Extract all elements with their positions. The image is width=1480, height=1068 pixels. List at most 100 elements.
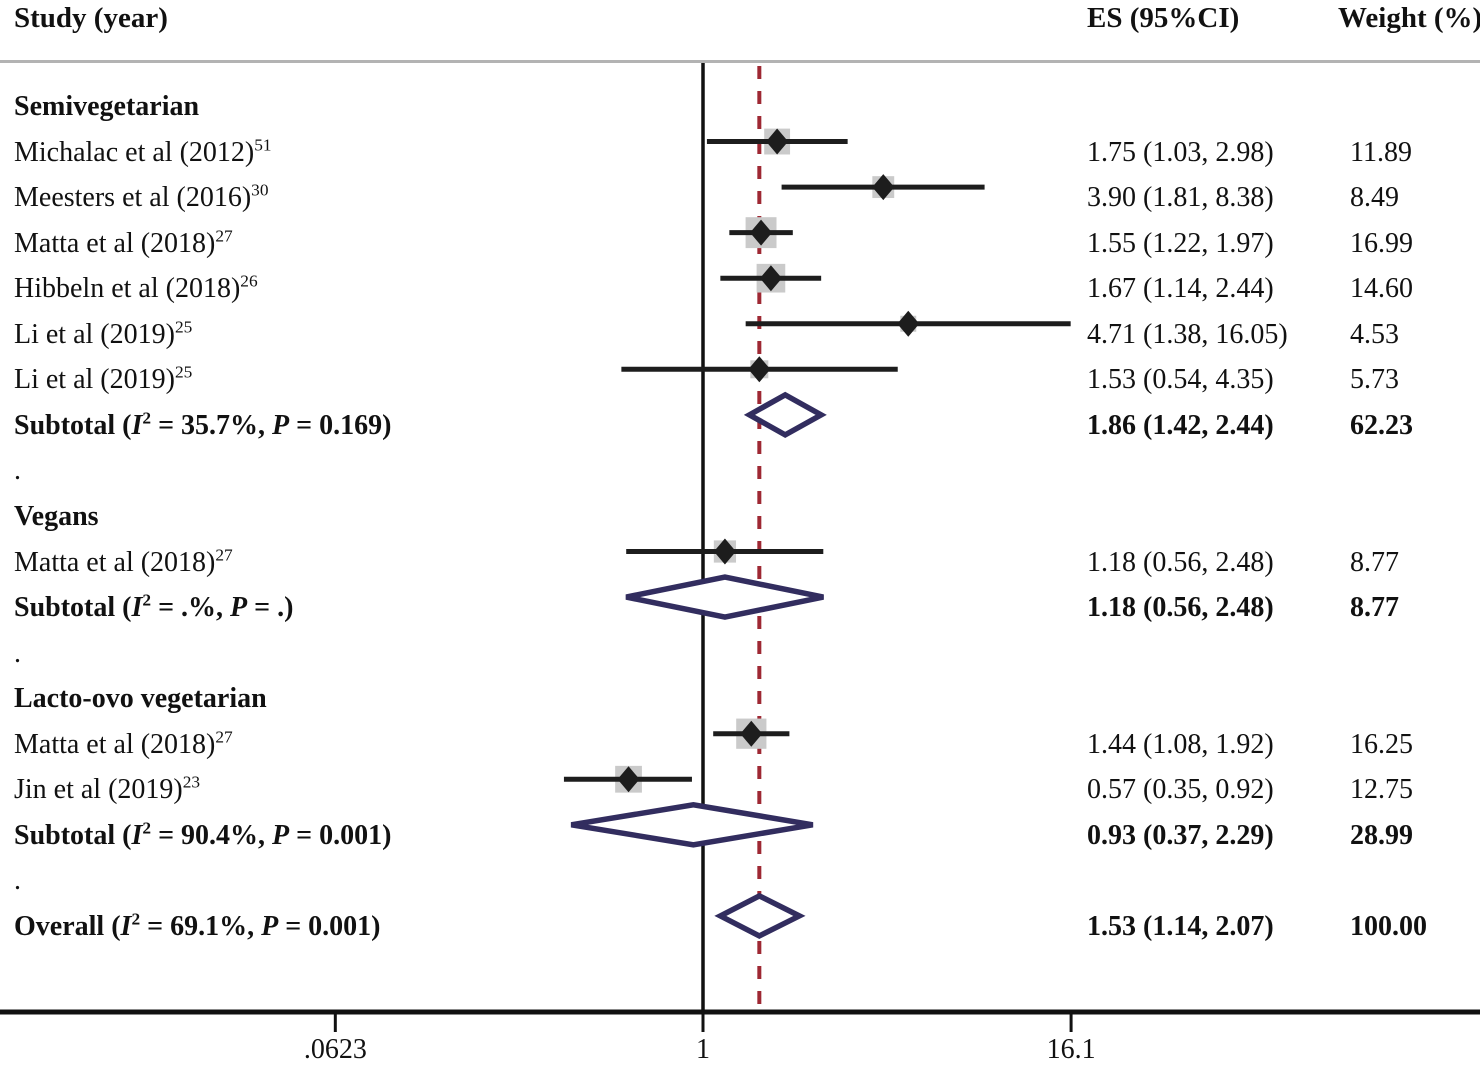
label-text: . bbox=[14, 865, 21, 897]
study-label: Li et al (2019)25 bbox=[14, 318, 192, 352]
point-marker bbox=[872, 174, 895, 201]
label-text: 100.00 bbox=[1350, 910, 1427, 942]
reference-superscript: 2 bbox=[142, 408, 152, 428]
study-es-value: 1.75 (1.03, 2.98) bbox=[1087, 136, 1274, 170]
label-text: Li et al (2019) bbox=[14, 364, 175, 396]
x-axis-tick-label: 1 bbox=[696, 1034, 710, 1065]
study-label: Matta et al (2018)27 bbox=[14, 227, 233, 261]
overall-weight-value: 100.00 bbox=[1350, 910, 1427, 944]
reference-superscript: 25 bbox=[174, 362, 193, 382]
reference-superscript: 30 bbox=[251, 180, 269, 200]
study-label: Matta et al (2018)27 bbox=[14, 728, 233, 762]
label-text: Matta et al (2018) bbox=[14, 728, 216, 760]
group-label: Lacto-ovo vegetarian bbox=[14, 682, 267, 716]
label-text: 5.73 bbox=[1350, 364, 1399, 396]
point-marker bbox=[740, 720, 763, 747]
separator-dot: . bbox=[14, 637, 21, 671]
label-text: = 90.4%, bbox=[151, 819, 273, 851]
label-text: 1.53 (1.14, 2.07) bbox=[1087, 910, 1274, 942]
subtotal-weight-value: 28.99 bbox=[1350, 819, 1413, 853]
label-text: Overall ( bbox=[14, 910, 121, 942]
label-text: 16.25 bbox=[1350, 728, 1413, 760]
label-text: = 35.7%, bbox=[151, 409, 273, 441]
subtotal-weight-value: 8.77 bbox=[1350, 591, 1399, 625]
label-text: Jin et al (2019) bbox=[14, 774, 183, 806]
label-text: Semivegetarian bbox=[14, 91, 200, 122]
label-text: 1.18 (0.56, 2.48) bbox=[1087, 592, 1274, 624]
reference-superscript: 2 bbox=[131, 909, 141, 929]
reference-superscript: 2 bbox=[142, 818, 152, 838]
reference-superscript: 2 bbox=[142, 590, 152, 610]
reference-superscript: 27 bbox=[215, 545, 233, 565]
label-text: Matta et al (2018) bbox=[14, 227, 216, 259]
x-axis-tick-label: 16.1 bbox=[1047, 1034, 1096, 1065]
study-weight-value: 8.49 bbox=[1350, 181, 1399, 215]
subtotal-es-value: 1.18 (0.56, 2.48) bbox=[1087, 591, 1274, 625]
label-text: 62.23 bbox=[1350, 409, 1413, 441]
label-text: 4.71 (1.38, 16.05) bbox=[1087, 318, 1288, 350]
label-text: I bbox=[131, 592, 143, 624]
study-es-value: 1.67 (1.14, 2.44) bbox=[1087, 272, 1274, 306]
label-text: . bbox=[14, 455, 21, 487]
overall-es-value: 1.53 (1.14, 2.07) bbox=[1087, 910, 1274, 944]
pooled-diamond bbox=[625, 574, 824, 620]
study-es-value: 1.55 (1.22, 1.97) bbox=[1087, 227, 1274, 261]
label-text: 1.18 (0.56, 2.48) bbox=[1087, 546, 1274, 578]
point-marker bbox=[766, 128, 789, 155]
label-text: 11.89 bbox=[1350, 136, 1412, 168]
subtotal-es-value: 1.86 (1.42, 2.44) bbox=[1087, 409, 1274, 443]
study-es-value: 0.57 (0.35, 0.92) bbox=[1087, 773, 1274, 807]
label-text: P bbox=[272, 819, 290, 851]
subtotal-label: Subtotal (I2 = 35.7%, P = 0.169) bbox=[14, 409, 391, 443]
header-rule bbox=[0, 60, 1480, 63]
label-text: Michalac et al (2012) bbox=[14, 136, 255, 168]
label-text: Li et al (2019) bbox=[14, 318, 175, 350]
label-text: Subtotal ( bbox=[14, 592, 132, 624]
label-text: 1.44 (1.08, 1.92) bbox=[1087, 728, 1274, 760]
label-text: 4.53 bbox=[1350, 318, 1399, 350]
label-text: = .) bbox=[247, 592, 294, 624]
label-text: Subtotal ( bbox=[14, 819, 132, 851]
label-text: I bbox=[120, 910, 132, 942]
label-text: = 0.001) bbox=[278, 910, 381, 942]
label-text: 16.99 bbox=[1350, 227, 1413, 259]
label-text: = 0.001) bbox=[289, 819, 392, 851]
study-label: Jin et al (2019)23 bbox=[14, 773, 200, 807]
label-text: 0.57 (0.35, 0.92) bbox=[1087, 774, 1274, 806]
label-text: 1.55 (1.22, 1.97) bbox=[1087, 227, 1274, 259]
label-text: Vegans bbox=[14, 500, 99, 532]
reference-superscript: 23 bbox=[182, 772, 201, 792]
study-weight-value: 5.73 bbox=[1350, 363, 1399, 397]
overall-label: Overall (I2 = 69.1%, P = 0.001) bbox=[14, 910, 380, 944]
label-text: . bbox=[14, 637, 21, 669]
label-text: P bbox=[230, 592, 248, 624]
label-text: Meesters et al (2016) bbox=[14, 182, 252, 214]
subtotal-label: Subtotal (I2 = .%, P = .) bbox=[14, 591, 293, 625]
reference-superscript: 25 bbox=[174, 317, 193, 337]
label-text: 1.75 (1.03, 2.98) bbox=[1087, 136, 1274, 168]
separator-dot: . bbox=[14, 864, 21, 898]
label-text: = 0.169) bbox=[289, 409, 392, 441]
study-weight-value: 4.53 bbox=[1350, 318, 1399, 352]
label-text: = .%, bbox=[151, 592, 231, 624]
label-text: Hibbeln et al (2018) bbox=[14, 273, 241, 305]
label-text: Matta et al (2018) bbox=[14, 546, 216, 578]
label-text: 14.60 bbox=[1350, 273, 1413, 305]
study-weight-value: 8.77 bbox=[1350, 546, 1399, 580]
group-label: Vegans bbox=[14, 500, 99, 534]
subtotal-weight-value: 62.23 bbox=[1350, 409, 1413, 443]
label-text: Subtotal ( bbox=[14, 409, 132, 441]
study-weight-value: 12.75 bbox=[1350, 773, 1413, 807]
reference-superscript: 26 bbox=[240, 271, 258, 291]
point-marker bbox=[750, 219, 773, 246]
label-text: 1.53 (0.54, 4.35) bbox=[1087, 364, 1274, 396]
study-es-value: 3.90 (1.81, 8.38) bbox=[1087, 181, 1274, 215]
pooled-diamond bbox=[570, 802, 814, 848]
study-label: Li et al (2019)25 bbox=[14, 363, 192, 397]
group-label: Semivegetarian bbox=[14, 90, 199, 124]
study-weight-value: 14.60 bbox=[1350, 272, 1413, 306]
subtotal-label: Subtotal (I2 = 90.4%, P = 0.001) bbox=[14, 819, 391, 853]
study-es-value: 4.71 (1.38, 16.05) bbox=[1087, 318, 1288, 352]
